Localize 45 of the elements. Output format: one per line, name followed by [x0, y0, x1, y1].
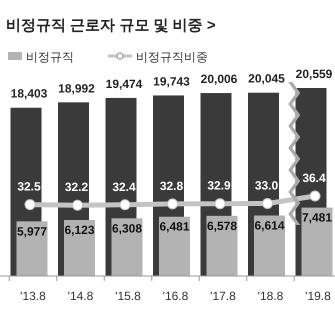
point [214, 198, 226, 210]
x-tick-label: '14.8 [68, 289, 94, 303]
x-tick-label: '18.8 [258, 289, 284, 303]
x-tick-label: '13.8 [20, 289, 46, 303]
point [167, 198, 178, 210]
data-label: 18,403 [10, 86, 48, 101]
bar [302, 208, 332, 276]
point [120, 199, 130, 210]
data-label: 19,743 [153, 74, 190, 88]
data-label: 32.5 [17, 180, 41, 194]
x-tick-label: '16.8 [162, 289, 189, 303]
data-label: 6,308 [112, 221, 142, 236]
x-tick-label: '17.8 [210, 289, 236, 303]
bar [112, 218, 142, 276]
data-label: 18,992 [58, 81, 96, 96]
data-label: 20,006 [200, 72, 238, 86]
bar [64, 220, 95, 276]
data-label: 32.8 [160, 178, 184, 193]
point [310, 190, 320, 202]
bar [254, 216, 285, 276]
x-tick-label: '19.8 [305, 289, 332, 303]
data-label: 6,481 [159, 220, 190, 234]
data-label: 7,481 [302, 210, 332, 225]
x-tick-label: '15.8 [115, 289, 142, 303]
bar [16, 221, 48, 276]
data-label: 6,614 [254, 218, 285, 233]
data-label: 20,045 [248, 72, 286, 86]
data-label: 33.0 [254, 178, 278, 192]
data-label: 6,123 [64, 223, 95, 238]
data-label: 20,559 [296, 67, 333, 81]
point [262, 198, 273, 209]
legend-label: 비정규직 [26, 50, 74, 64]
data-label: 32.4 [112, 180, 136, 194]
bar [159, 216, 190, 276]
data-label: 32.9 [207, 178, 231, 193]
point [72, 200, 83, 211]
chart-title: 비정규직 근로자 규모 및 비중 > [6, 17, 216, 34]
data-label: 5,977 [16, 224, 48, 238]
data-label: 6,578 [206, 218, 238, 233]
data-label: 36.4 [302, 171, 326, 185]
data-label: 19,474 [106, 76, 143, 91]
bar [206, 216, 238, 276]
legend-label: 비정규직비중 [136, 50, 208, 64]
data-label: 32.2 [64, 180, 88, 194]
point [24, 199, 36, 210]
